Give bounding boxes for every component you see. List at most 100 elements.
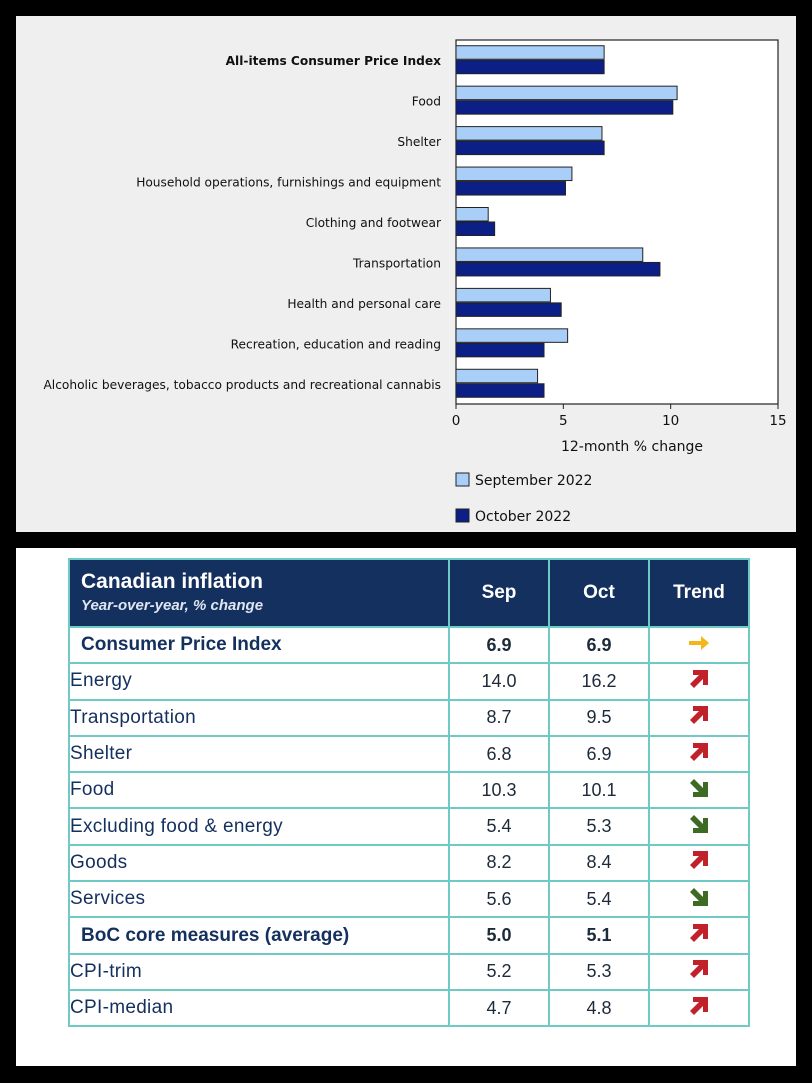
sep-value: 4.7	[448, 988, 550, 1028]
row-label: Goods	[68, 843, 450, 883]
down-arrow-icon	[687, 887, 711, 915]
table-row: Excluding food & energy 5.4 5.3	[68, 807, 750, 846]
legend-swatch	[455, 472, 470, 487]
oct-value: 5.1	[548, 916, 650, 955]
bar-september	[455, 247, 644, 262]
bar-september	[455, 166, 573, 182]
table-row: CPI-trim 5.2 5.3	[68, 952, 750, 991]
sep-value: 6.9	[448, 625, 550, 665]
bar-september	[455, 287, 551, 303]
column-header-oct: Oct	[548, 558, 650, 628]
table-row: Shelter 6.8 6.9	[68, 734, 750, 774]
trend-cell	[648, 843, 750, 883]
up-arrow-icon	[687, 742, 711, 770]
oct-value: 5.3	[548, 807, 650, 846]
oct-value: 10.1	[548, 771, 650, 810]
category-label: Health and personal care	[287, 297, 441, 311]
x-tick-label: 0	[452, 413, 461, 429]
sep-value: 6.8	[448, 734, 550, 774]
table-row: Goods 8.2 8.4	[68, 843, 750, 883]
table-row: CPI-median 4.7 4.8	[68, 988, 750, 1028]
down-arrow-icon	[687, 815, 711, 842]
bar-october	[455, 100, 674, 115]
right-arrow-icon	[687, 635, 711, 661]
inflation-table: Canadian inflation Year-over-year, % cha…	[68, 558, 750, 1028]
table-title-cell: Canadian inflation Year-over-year, % cha…	[68, 558, 450, 628]
row-label: Excluding food & energy	[68, 807, 450, 846]
bar-october	[455, 383, 545, 398]
column-header-sep: Sep	[448, 558, 550, 628]
row-label: Transportation	[68, 698, 450, 737]
x-axis-label: 12-month % change	[561, 439, 703, 455]
category-label: Alcoholic beverages, tobacco products an…	[43, 378, 441, 392]
bar-september	[455, 368, 539, 384]
bar-october	[455, 261, 661, 277]
row-label: Consumer Price Index	[68, 625, 450, 665]
cpi-bar-chart: All-items Consumer Price Index Food Shelte…	[43, 39, 787, 525]
down-arrow-icon	[687, 778, 711, 806]
oct-value: 6.9	[548, 734, 650, 774]
sep-value: 8.7	[448, 698, 550, 737]
trend-cell	[648, 880, 750, 919]
row-label: Energy	[68, 662, 450, 701]
trend-cell	[648, 952, 750, 991]
x-tick-label: 15	[769, 413, 786, 429]
row-label: CPI-trim	[68, 952, 450, 991]
row-label: BoC core measures (average)	[68, 916, 450, 955]
table-header-row: Canadian inflation Year-over-year, % cha…	[68, 558, 750, 628]
row-label: Services	[68, 880, 450, 919]
bar-september	[455, 126, 603, 141]
table-row: BoC core measures (average) 5.0 5.1	[68, 916, 750, 955]
sep-value: 8.2	[448, 843, 550, 883]
up-arrow-icon	[687, 924, 711, 951]
row-label: CPI-median	[68, 988, 450, 1028]
table-row: Consumer Price Index 6.9 6.9	[68, 625, 750, 665]
table-row: Food 10.3 10.1	[68, 771, 750, 810]
inflation-table-panel: Canadian inflation Year-over-year, % cha…	[16, 548, 796, 1066]
table-row: Services 5.6 5.4	[68, 880, 750, 919]
trend-cell	[648, 807, 750, 846]
trend-cell	[648, 698, 750, 737]
table-row: Transportation 8.7 9.5	[68, 698, 750, 737]
column-header-trend: Trend	[648, 558, 750, 628]
bar-september	[455, 85, 678, 101]
row-label: Food	[68, 771, 450, 810]
up-arrow-icon	[687, 851, 711, 878]
x-tick-label: 5	[559, 413, 568, 429]
oct-value: 4.8	[548, 988, 650, 1028]
sep-value: 5.0	[448, 916, 550, 955]
trend-cell	[648, 662, 750, 701]
oct-value: 8.4	[548, 843, 650, 883]
trend-cell	[648, 916, 750, 955]
category-label: Food	[412, 95, 441, 109]
bar-october	[455, 342, 545, 358]
oct-value: 16.2	[548, 662, 650, 701]
chart-panel: All-items Consumer Price Index Food Shelte…	[16, 16, 796, 532]
category-label: Clothing and footwear	[306, 216, 442, 230]
trend-cell	[648, 771, 750, 810]
oct-value: 9.5	[548, 698, 650, 737]
x-tick-label: 10	[662, 413, 679, 429]
bar-october	[455, 221, 496, 236]
bar-october	[455, 59, 605, 75]
table-title: Canadian inflation	[81, 570, 264, 593]
bar-october	[455, 181, 566, 196]
bar-september	[455, 207, 489, 222]
table-subtitle: Year-over-year, % change	[81, 597, 264, 614]
table-row: Energy 14.0 16.2	[68, 662, 750, 701]
row-label: Shelter	[68, 734, 450, 774]
oct-value: 6.9	[548, 625, 650, 665]
category-label: Recreation, education and reading	[231, 337, 441, 351]
bar-october	[455, 140, 605, 156]
sep-value: 5.2	[448, 952, 550, 991]
up-arrow-icon	[687, 960, 711, 987]
bar-september	[455, 328, 569, 343]
legend-swatch	[455, 508, 470, 523]
category-label: Transportation	[352, 256, 441, 270]
sep-value: 10.3	[448, 771, 550, 810]
category-label: All-items Consumer Price Index	[226, 54, 442, 68]
sep-value: 5.6	[448, 880, 550, 919]
sep-value: 5.4	[448, 807, 550, 846]
trend-cell	[648, 988, 750, 1028]
bar-september	[455, 45, 605, 60]
